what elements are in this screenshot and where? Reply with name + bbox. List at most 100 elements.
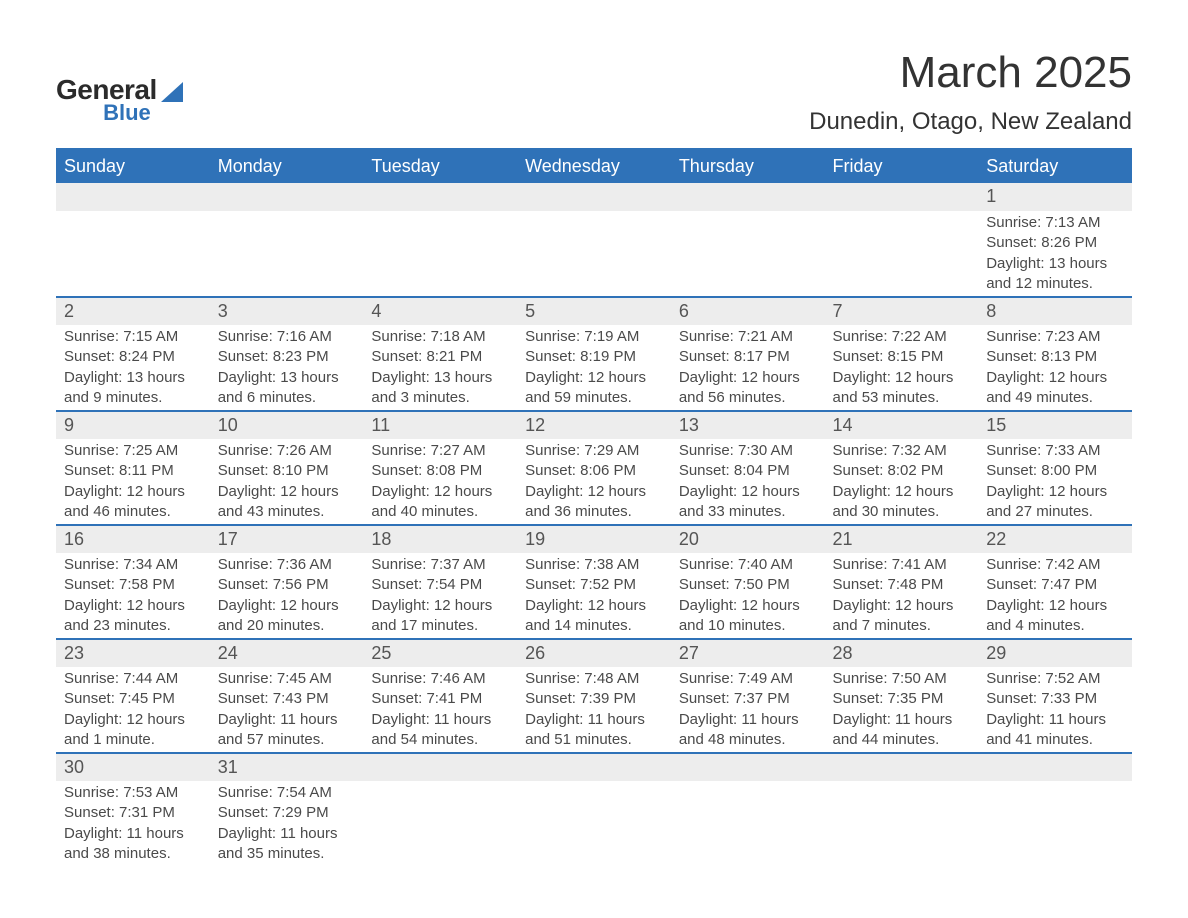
sunrise-text: Sunrise: 7:52 AM	[986, 669, 1124, 689]
day-detail-row: Sunrise: 7:25 AMSunset: 8:11 PMDaylight:…	[56, 439, 1132, 525]
day-number-cell: 6	[671, 297, 825, 325]
sunset-text: Sunset: 8:19 PM	[525, 347, 663, 367]
sunrise-text: Sunrise: 7:21 AM	[679, 327, 817, 347]
weekday-header-row: SundayMondayTuesdayWednesdayThursdayFrid…	[56, 149, 1132, 183]
day-detail-cell	[825, 781, 979, 866]
sunrise-text: Sunrise: 7:44 AM	[64, 669, 202, 689]
day-number-cell: 1	[978, 183, 1132, 211]
day-detail-cell	[517, 781, 671, 866]
day-number-cell: 12	[517, 411, 671, 439]
daylight-text: Daylight: 11 hours and 44 minutes.	[833, 710, 971, 751]
day-detail-cell: Sunrise: 7:18 AMSunset: 8:21 PMDaylight:…	[363, 325, 517, 411]
day-number-cell: 8	[978, 297, 1132, 325]
day-detail-cell: Sunrise: 7:37 AMSunset: 7:54 PMDaylight:…	[363, 553, 517, 639]
sunset-text: Sunset: 7:31 PM	[64, 803, 202, 823]
day-number-cell: 10	[210, 411, 364, 439]
day-detail-cell: Sunrise: 7:54 AMSunset: 7:29 PMDaylight:…	[210, 781, 364, 866]
sunset-text: Sunset: 7:33 PM	[986, 689, 1124, 709]
day-detail-cell	[671, 781, 825, 866]
sunrise-text: Sunrise: 7:22 AM	[833, 327, 971, 347]
sunrise-text: Sunrise: 7:19 AM	[525, 327, 663, 347]
daylight-text: Daylight: 13 hours and 3 minutes.	[371, 368, 509, 409]
day-number-cell: 15	[978, 411, 1132, 439]
daylight-text: Daylight: 12 hours and 43 minutes.	[218, 482, 356, 523]
daylight-text: Daylight: 12 hours and 10 minutes.	[679, 596, 817, 637]
weekday-header: Tuesday	[363, 149, 517, 183]
sunset-text: Sunset: 8:23 PM	[218, 347, 356, 367]
sunset-text: Sunset: 8:04 PM	[679, 461, 817, 481]
day-detail-cell: Sunrise: 7:42 AMSunset: 7:47 PMDaylight:…	[978, 553, 1132, 639]
day-number-cell: 20	[671, 525, 825, 553]
day-number-cell	[671, 753, 825, 781]
day-detail-cell: Sunrise: 7:19 AMSunset: 8:19 PMDaylight:…	[517, 325, 671, 411]
day-number-cell	[363, 183, 517, 211]
daylight-text: Daylight: 11 hours and 51 minutes.	[525, 710, 663, 751]
day-detail-cell: Sunrise: 7:15 AMSunset: 8:24 PMDaylight:…	[56, 325, 210, 411]
day-detail-cell: Sunrise: 7:29 AMSunset: 8:06 PMDaylight:…	[517, 439, 671, 525]
sunset-text: Sunset: 7:35 PM	[833, 689, 971, 709]
sunset-text: Sunset: 7:41 PM	[371, 689, 509, 709]
sunset-text: Sunset: 7:43 PM	[218, 689, 356, 709]
day-detail-row: Sunrise: 7:44 AMSunset: 7:45 PMDaylight:…	[56, 667, 1132, 753]
daylight-text: Daylight: 12 hours and 40 minutes.	[371, 482, 509, 523]
day-detail-cell: Sunrise: 7:49 AMSunset: 7:37 PMDaylight:…	[671, 667, 825, 753]
sunrise-text: Sunrise: 7:41 AM	[833, 555, 971, 575]
logo-text: General Blue	[56, 76, 157, 124]
day-number-cell	[978, 753, 1132, 781]
daylight-text: Daylight: 11 hours and 57 minutes.	[218, 710, 356, 751]
daylight-text: Daylight: 12 hours and 49 minutes.	[986, 368, 1124, 409]
daylight-text: Daylight: 12 hours and 53 minutes.	[833, 368, 971, 409]
daylight-text: Daylight: 12 hours and 23 minutes.	[64, 596, 202, 637]
day-detail-cell: Sunrise: 7:16 AMSunset: 8:23 PMDaylight:…	[210, 325, 364, 411]
sunset-text: Sunset: 7:54 PM	[371, 575, 509, 595]
day-number-cell: 22	[978, 525, 1132, 553]
daylight-text: Daylight: 12 hours and 7 minutes.	[833, 596, 971, 637]
sunset-text: Sunset: 8:26 PM	[986, 233, 1124, 253]
sunrise-text: Sunrise: 7:29 AM	[525, 441, 663, 461]
day-number-cell: 4	[363, 297, 517, 325]
day-number-row: 23242526272829	[56, 639, 1132, 667]
day-detail-cell	[671, 211, 825, 297]
daylight-text: Daylight: 11 hours and 54 minutes.	[371, 710, 509, 751]
day-number-cell: 16	[56, 525, 210, 553]
day-detail-cell: Sunrise: 7:23 AMSunset: 8:13 PMDaylight:…	[978, 325, 1132, 411]
day-detail-cell: Sunrise: 7:32 AMSunset: 8:02 PMDaylight:…	[825, 439, 979, 525]
day-number-cell	[517, 183, 671, 211]
day-detail-cell: Sunrise: 7:40 AMSunset: 7:50 PMDaylight:…	[671, 553, 825, 639]
daylight-text: Daylight: 13 hours and 9 minutes.	[64, 368, 202, 409]
day-number-row: 9101112131415	[56, 411, 1132, 439]
day-detail-cell	[363, 781, 517, 866]
day-detail-row: Sunrise: 7:34 AMSunset: 7:58 PMDaylight:…	[56, 553, 1132, 639]
sunset-text: Sunset: 8:15 PM	[833, 347, 971, 367]
day-number-cell: 7	[825, 297, 979, 325]
day-number-cell	[56, 183, 210, 211]
sunset-text: Sunset: 7:47 PM	[986, 575, 1124, 595]
day-detail-cell	[517, 211, 671, 297]
sunset-text: Sunset: 8:10 PM	[218, 461, 356, 481]
day-number-cell	[825, 753, 979, 781]
day-number-cell: 3	[210, 297, 364, 325]
day-detail-cell: Sunrise: 7:25 AMSunset: 8:11 PMDaylight:…	[56, 439, 210, 525]
sunrise-text: Sunrise: 7:27 AM	[371, 441, 509, 461]
sunset-text: Sunset: 8:08 PM	[371, 461, 509, 481]
logo-blue-text: Blue	[103, 102, 151, 124]
day-number-row: 3031	[56, 753, 1132, 781]
day-number-cell	[517, 753, 671, 781]
sunrise-text: Sunrise: 7:23 AM	[986, 327, 1124, 347]
day-detail-cell: Sunrise: 7:53 AMSunset: 7:31 PMDaylight:…	[56, 781, 210, 866]
calendar-body: 1Sunrise: 7:13 AMSunset: 8:26 PMDaylight…	[56, 183, 1132, 866]
sunrise-text: Sunrise: 7:48 AM	[525, 669, 663, 689]
day-number-cell: 24	[210, 639, 364, 667]
day-number-cell	[363, 753, 517, 781]
day-detail-cell: Sunrise: 7:30 AMSunset: 8:04 PMDaylight:…	[671, 439, 825, 525]
daylight-text: Daylight: 12 hours and 4 minutes.	[986, 596, 1124, 637]
day-number-cell: 9	[56, 411, 210, 439]
sunrise-text: Sunrise: 7:26 AM	[218, 441, 356, 461]
day-detail-cell	[210, 211, 364, 297]
day-number-cell: 17	[210, 525, 364, 553]
day-number-cell: 23	[56, 639, 210, 667]
day-number-cell: 28	[825, 639, 979, 667]
day-detail-cell: Sunrise: 7:52 AMSunset: 7:33 PMDaylight:…	[978, 667, 1132, 753]
day-number-cell: 11	[363, 411, 517, 439]
sunrise-text: Sunrise: 7:37 AM	[371, 555, 509, 575]
